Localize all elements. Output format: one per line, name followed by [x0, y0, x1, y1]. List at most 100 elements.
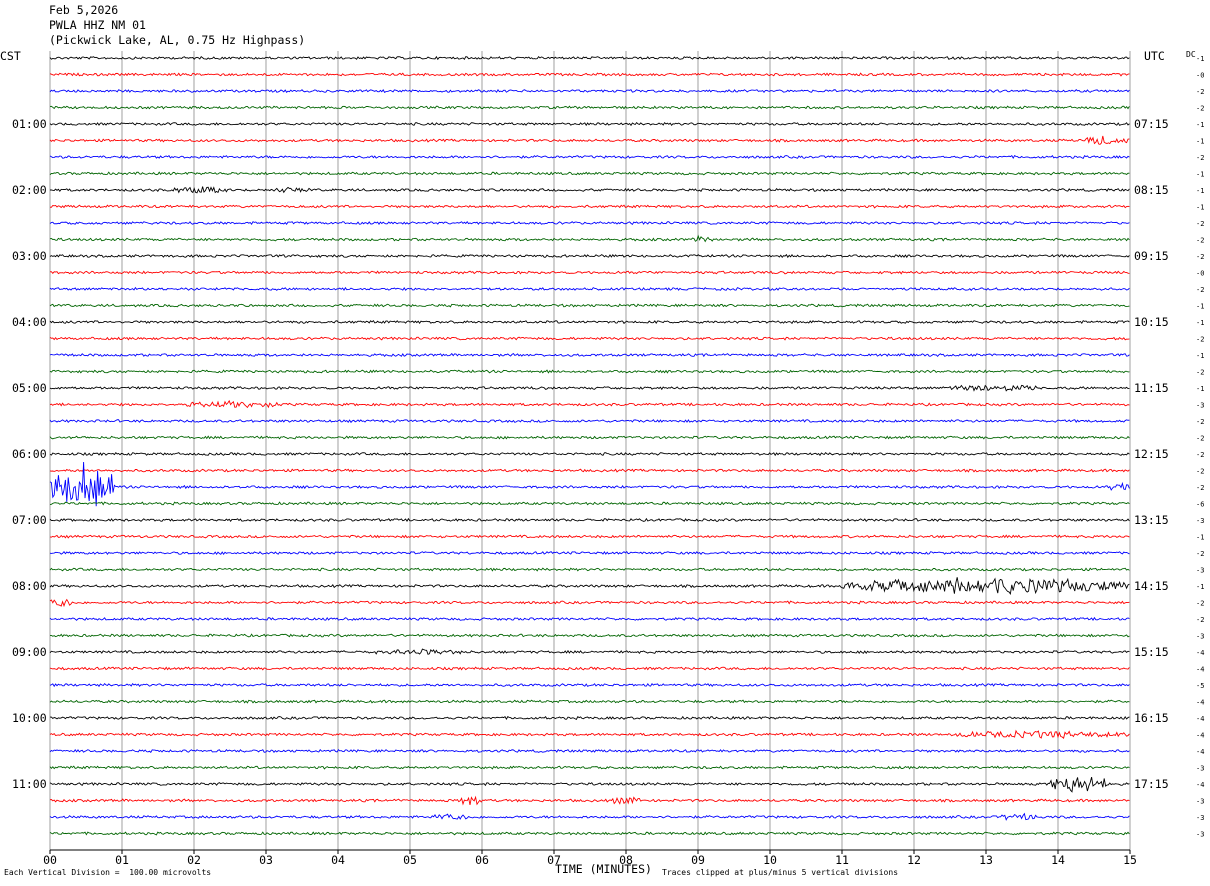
dc-offset-label: -1 [1196, 121, 1204, 129]
dc-offset-label: -2 [1196, 550, 1204, 558]
left-hour-label: 05:00 [12, 381, 47, 395]
dc-offset-label: -1 [1196, 187, 1204, 195]
trace-row [49, 729, 1130, 739]
trace-row [49, 253, 1130, 259]
right-hour-label: 08:15 [1134, 183, 1169, 197]
trace-row [49, 204, 1130, 209]
dc-offset-label: -4 [1196, 666, 1204, 674]
trace-row [49, 715, 1130, 720]
trace-row [49, 55, 1130, 61]
trace-row [49, 303, 1130, 308]
dc-offset-label: -4 [1196, 732, 1204, 740]
dc-offset-label: -1 [1196, 55, 1204, 63]
trace-row [49, 501, 1130, 506]
trace-row [49, 319, 1130, 325]
trace-row [49, 812, 1130, 821]
trace-row [50, 633, 1130, 638]
dc-offset-label: -4 [1196, 699, 1204, 707]
footer-scale-note: Each Vertical Division = 100.00 microvol… [4, 868, 212, 877]
trace-row [49, 666, 1130, 671]
dc-offset-label: -2 [1196, 88, 1204, 96]
trace-row [49, 105, 1130, 110]
trace-row [49, 88, 1130, 93]
x-tick-label: 11 [835, 853, 849, 867]
left-hour-label: 07:00 [12, 513, 47, 527]
trace-row [49, 286, 1130, 291]
x-tick-label: 05 [403, 853, 417, 867]
trace-row [49, 577, 1130, 595]
dc-offset-label: -4 [1196, 748, 1204, 756]
trace-row [49, 831, 1130, 836]
x-tick-label: 09 [691, 853, 705, 867]
dc-offset-label: -3 [1196, 831, 1204, 839]
dc-offset-label: -2 [1196, 237, 1204, 245]
right-timezone-label: UTC [1144, 49, 1165, 63]
trace-row [49, 352, 1130, 358]
dc-offset-label: -2 [1196, 253, 1204, 261]
left-hour-label: 06:00 [12, 447, 47, 461]
trace-row [49, 461, 1130, 507]
trace-row [49, 435, 1130, 440]
right-hour-label: 15:15 [1134, 645, 1169, 659]
station-code: PWLA HHZ NM 01 [49, 18, 146, 32]
dc-offset-label: -2 [1196, 451, 1204, 459]
x-tick-label: 14 [1051, 853, 1065, 867]
footer-clip-note: Traces clipped at plus/minus 5 vertical … [662, 868, 899, 877]
plot-date: Feb 5,2026 [49, 3, 119, 17]
dc-offset-label: -4 [1196, 781, 1204, 789]
trace-row [49, 419, 1130, 424]
left-hour-label: 08:00 [12, 579, 47, 593]
left-hour-label: 04:00 [12, 315, 47, 329]
dc-offset-label: -2 [1196, 468, 1204, 476]
trace-row [49, 399, 1130, 409]
dc-offset-label: -2 [1196, 105, 1204, 113]
trace-row [49, 648, 1130, 655]
right-hour-label: 09:15 [1134, 249, 1169, 263]
dc-offset-label: -2 [1196, 418, 1204, 426]
dc-offset-label: -2 [1196, 484, 1204, 492]
right-hour-label: 10:15 [1134, 315, 1169, 329]
trace-row [49, 336, 1130, 341]
x-axis-title: TIME (MINUTES) [555, 862, 652, 876]
dc-offset-label: -6 [1196, 501, 1204, 509]
x-tick-label: 12 [907, 853, 921, 867]
trace-row [49, 682, 1130, 688]
x-tick-label: 08 [619, 853, 633, 867]
dc-offset-label: -1 [1196, 303, 1204, 311]
dc-offset-label: -1 [1196, 319, 1204, 327]
dc-offset-label: -4 [1196, 715, 1204, 723]
trace-row [49, 122, 1130, 127]
left-timezone-label: CST [0, 49, 21, 63]
dc-offset-label: -5 [1196, 682, 1204, 690]
x-tick-label: 07 [547, 853, 561, 867]
trace-row [49, 154, 1130, 159]
trace-row [49, 451, 1130, 457]
dc-offset-label: -2 [1196, 286, 1204, 294]
trace-row [49, 220, 1130, 226]
dc-offset-label: -3 [1196, 814, 1204, 822]
dc-offset-label: -1 [1196, 583, 1204, 591]
dc-offset-label: -1 [1196, 138, 1204, 146]
dc-offset-label: -3 [1196, 567, 1204, 575]
right-hour-label: 14:15 [1134, 579, 1169, 593]
trace-row [49, 765, 1130, 770]
trace-row [49, 384, 1130, 392]
left-hour-label: 03:00 [12, 249, 47, 263]
station-location: (Pickwick Lake, AL, 0.75 Hz Highpass) [49, 33, 306, 47]
trace-row [49, 598, 1130, 608]
trace-row [49, 699, 1130, 704]
right-hour-label: 16:15 [1134, 711, 1169, 725]
dc-offset-label: -3 [1196, 517, 1204, 525]
dc-offset-label: -2 [1196, 154, 1204, 162]
left-hour-label: 01:00 [12, 117, 47, 131]
dc-offset-label: -3 [1196, 765, 1204, 773]
trace-row [49, 186, 1130, 194]
right-hour-label: 11:15 [1134, 381, 1169, 395]
dc-offset-label: -2 [1196, 369, 1204, 377]
dc-offset-label: -2 [1196, 435, 1204, 443]
trace-row [49, 135, 1130, 145]
dc-offset-label: -1 [1196, 534, 1204, 542]
x-tick-label: 10 [763, 853, 777, 867]
right-hour-label: 12:15 [1134, 447, 1169, 461]
